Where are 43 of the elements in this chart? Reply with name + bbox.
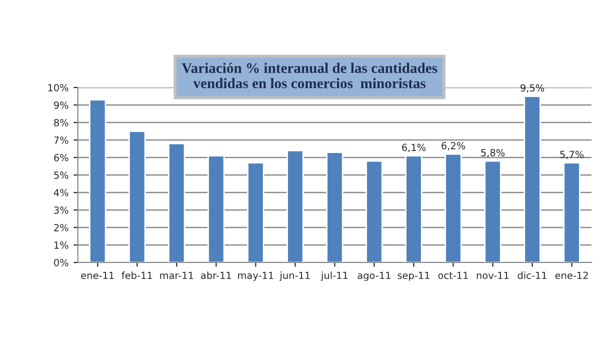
- x-tick-label: ago-11: [358, 272, 390, 281]
- x-tick-label: dic-11: [518, 272, 546, 280]
- chart-title: Variación % interanual de las cantidades vendidas en los comercios minoristas: [182, 62, 438, 88]
- bar: [444, 153, 462, 262]
- x-tick-label: ene-12: [555, 272, 588, 280]
- y-tick-label: 1%: [54, 241, 68, 249]
- data-label: 9,5%: [520, 84, 544, 93]
- data-label: 6,1%: [402, 144, 426, 152]
- bar: [128, 130, 146, 262]
- data-label: 5,8%: [481, 148, 505, 158]
- bar: [247, 162, 264, 262]
- y-tick-label: 2%: [54, 224, 68, 232]
- x-tick-label: feb-11: [122, 272, 152, 280]
- y-tick-label: 6%: [54, 154, 68, 162]
- y-tick-label: 7%: [54, 136, 68, 144]
- x-tick-label: jul-11: [320, 272, 348, 281]
- y-tick-label: 10%: [48, 84, 68, 92]
- bar: [563, 162, 580, 262]
- bar: [208, 155, 225, 262]
- y-tick-label: 3%: [54, 206, 68, 214]
- bar: [366, 160, 383, 262]
- y-tick-label: 9%: [54, 101, 68, 109]
- x-tick-label: sep-11: [398, 272, 430, 281]
- x-tick-label: oct-11: [438, 272, 468, 280]
- y-tick-label: 5%: [54, 171, 68, 179]
- data-label: 6,2%: [442, 142, 466, 150]
- y-tick-label: 4%: [54, 188, 68, 196]
- x-tick-label: abr-11: [201, 272, 231, 280]
- data-label: 5,7%: [560, 150, 584, 160]
- bar: [484, 160, 502, 262]
- y-tick-label: 8%: [54, 118, 68, 126]
- bar: [524, 96, 541, 262]
- x-tick-label: jun-11: [280, 272, 310, 281]
- x-tick-label: may-11: [238, 272, 274, 281]
- bar: [326, 152, 344, 262]
- bar: [286, 150, 304, 262]
- bar: [89, 99, 106, 262]
- bar: [405, 155, 422, 262]
- x-tick-label: ene-11: [81, 272, 114, 280]
- y-tick-label: 0%: [54, 258, 68, 266]
- bar: [168, 142, 186, 262]
- x-tick-label: mar-11: [160, 272, 194, 280]
- x-tick-label: nov-11: [476, 272, 509, 280]
